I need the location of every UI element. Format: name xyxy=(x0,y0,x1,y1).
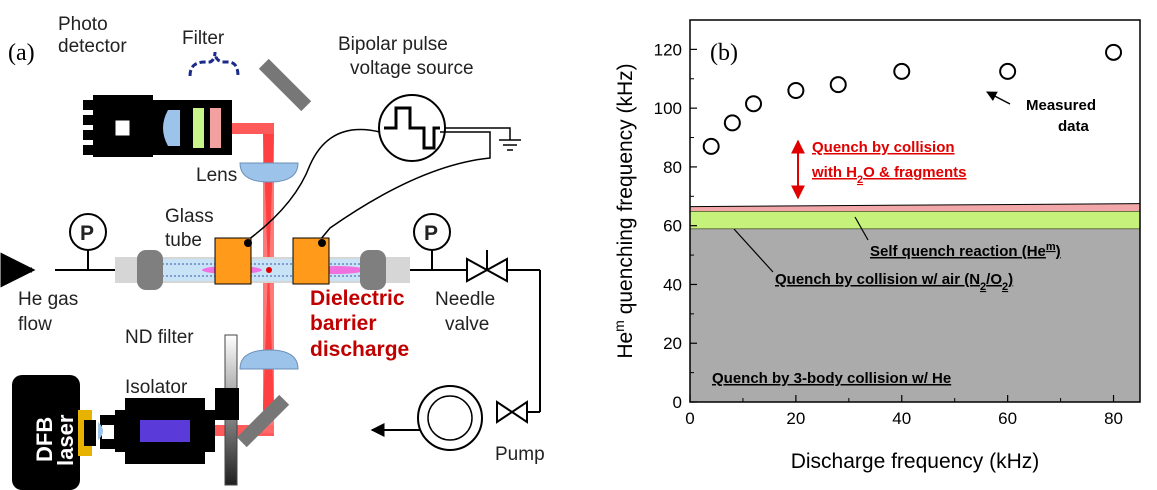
y-tick-label: 40 xyxy=(663,275,682,294)
y-tick-label: 120 xyxy=(654,40,682,59)
nd-filter-label: ND filter xyxy=(125,327,194,348)
pressure-gauge-left: P xyxy=(69,213,107,251)
dfb-laser: DFB laser xyxy=(12,375,103,490)
he-gas-flow-label-2: flow xyxy=(18,314,52,335)
pressure-gauge-left-label: P xyxy=(80,222,94,245)
chart-points xyxy=(702,43,1123,155)
dfb-laser-label-1: DFB xyxy=(32,417,57,462)
y-tick-label: 20 xyxy=(663,334,682,353)
air-leader xyxy=(733,228,774,273)
isolator: Isolator xyxy=(100,377,215,464)
x-tick-label: 60 xyxy=(998,409,1017,428)
band-0 xyxy=(690,228,1140,402)
y-tick-label: 60 xyxy=(663,217,682,236)
data-point xyxy=(893,62,911,80)
photo-detector-label-1: Photo xyxy=(58,14,108,35)
data-point xyxy=(745,95,763,113)
y-tick-label: 80 xyxy=(663,158,682,177)
nd-filter: ND filter xyxy=(125,327,239,486)
y-axis-title: Hem quenching frequency (kHz) xyxy=(611,63,637,358)
dfb-laser-label-2: laser xyxy=(53,414,78,466)
lens-top xyxy=(239,162,299,183)
lens-bottom xyxy=(239,349,299,370)
pressure-gauge-right-label: P xyxy=(424,222,438,245)
x-tick-label: 20 xyxy=(786,409,805,428)
lens-label: Lens xyxy=(196,165,237,186)
chart-ticks: 0 20 40 60 80 0 20 40 60 80 100 120 xyxy=(654,40,1123,428)
glass-tube: Glass tube xyxy=(115,206,410,290)
pressure-gauge-right: P xyxy=(413,213,451,251)
band-1 xyxy=(690,211,1140,229)
needle-valve-label-1: Needle xyxy=(435,289,495,310)
panel-a-label: (a) xyxy=(8,40,35,66)
measured-arrow xyxy=(986,91,1011,105)
mirror-top xyxy=(258,58,312,112)
x-tick-label: 40 xyxy=(892,409,911,428)
self-quench-label: Self quench reaction (Hem) xyxy=(870,241,1061,260)
data-point xyxy=(999,62,1017,80)
pulse-source-label-2: voltage source xyxy=(350,58,474,79)
three-body-label: Quench by 3-body collision w/ He xyxy=(712,370,951,387)
pulse-source: Bipolar pulse voltage source xyxy=(247,34,521,241)
x-tick-label: 80 xyxy=(1104,409,1123,428)
air-label: Quench by collision w/ air (N2/O2) xyxy=(775,271,1013,293)
panel-b-label: (b) xyxy=(710,40,738,66)
dbd-label-1: Dielectric xyxy=(310,287,405,310)
dbd-label-3: discharge xyxy=(310,338,409,361)
photo-detector: Photo detector xyxy=(58,14,232,157)
band-2 xyxy=(690,203,1140,211)
filter-bracket: Filter xyxy=(182,28,240,77)
band-edge-2 xyxy=(689,203,1141,208)
collision-h2o-label-2: with H2O & fragments xyxy=(811,164,966,186)
plot-frame xyxy=(689,19,1141,403)
dbd-label-2: barrier xyxy=(310,312,377,335)
isolator-label: Isolator xyxy=(125,377,188,398)
panel-b-chart: 0 20 40 60 80 0 20 40 60 80 100 120 (b) Discharge f… xyxy=(611,19,1141,473)
glass-tube-label-2: tube xyxy=(165,230,202,251)
data-point xyxy=(1105,43,1123,61)
y-tick-label: 0 xyxy=(673,393,682,412)
pump: Pump xyxy=(370,385,545,465)
data-point xyxy=(702,137,720,155)
needle-valve: Needle valve xyxy=(435,250,508,335)
glass-tube-label-1: Glass xyxy=(165,206,214,227)
data-point xyxy=(787,82,805,100)
filter-label: Filter xyxy=(182,28,225,49)
collision-h2o-label-1: Quench by collision xyxy=(812,139,955,156)
measured-label-1: Measured xyxy=(1026,97,1096,114)
he-gas-flow-label-1: He gas xyxy=(18,289,78,310)
chart-bands xyxy=(689,203,1141,402)
needle-valve-label-2: valve xyxy=(445,314,489,335)
y-tick-label: 100 xyxy=(654,99,682,118)
pump-label: Pump xyxy=(495,444,545,465)
x-tick-label: 0 xyxy=(685,409,694,428)
measured-label-2: data xyxy=(1058,118,1090,135)
panel-a: (a) Photo detector Filter xyxy=(0,14,545,490)
data-point xyxy=(723,114,741,132)
self-quench-leader xyxy=(854,216,869,241)
pulse-source-label-1: Bipolar pulse xyxy=(338,34,448,55)
x-axis-title: Discharge frequency (kHz) xyxy=(791,450,1040,473)
data-point xyxy=(829,76,847,94)
photo-detector-label-2: detector xyxy=(58,36,127,57)
mirror-bottom xyxy=(236,394,290,448)
